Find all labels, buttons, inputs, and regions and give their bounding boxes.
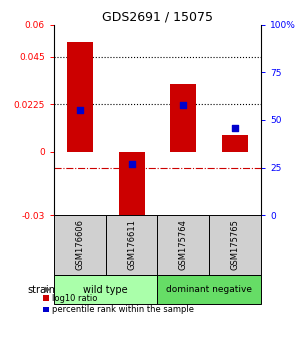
Bar <box>54 215 106 275</box>
Bar <box>209 215 261 275</box>
Point <box>129 161 134 167</box>
Title: GDS2691 / 15075: GDS2691 / 15075 <box>102 11 213 24</box>
Legend: log10 ratio, percentile rank within the sample: log10 ratio, percentile rank within the … <box>43 294 194 314</box>
Text: strain: strain <box>27 285 55 295</box>
Text: GSM175765: GSM175765 <box>231 219 240 270</box>
Point <box>233 125 238 130</box>
Bar <box>119 152 145 219</box>
Bar <box>158 275 261 304</box>
Bar <box>67 42 93 152</box>
Point <box>77 108 82 113</box>
Bar <box>158 215 209 275</box>
Text: GSM175764: GSM175764 <box>179 219 188 270</box>
Bar <box>54 275 158 304</box>
Text: wild type: wild type <box>83 285 128 295</box>
Bar <box>106 215 158 275</box>
Text: dominant negative: dominant negative <box>166 285 252 294</box>
Text: GSM176606: GSM176606 <box>75 219 84 270</box>
Bar <box>170 84 196 152</box>
Text: GSM176611: GSM176611 <box>127 219 136 270</box>
Bar <box>222 135 248 152</box>
Point <box>181 102 186 108</box>
